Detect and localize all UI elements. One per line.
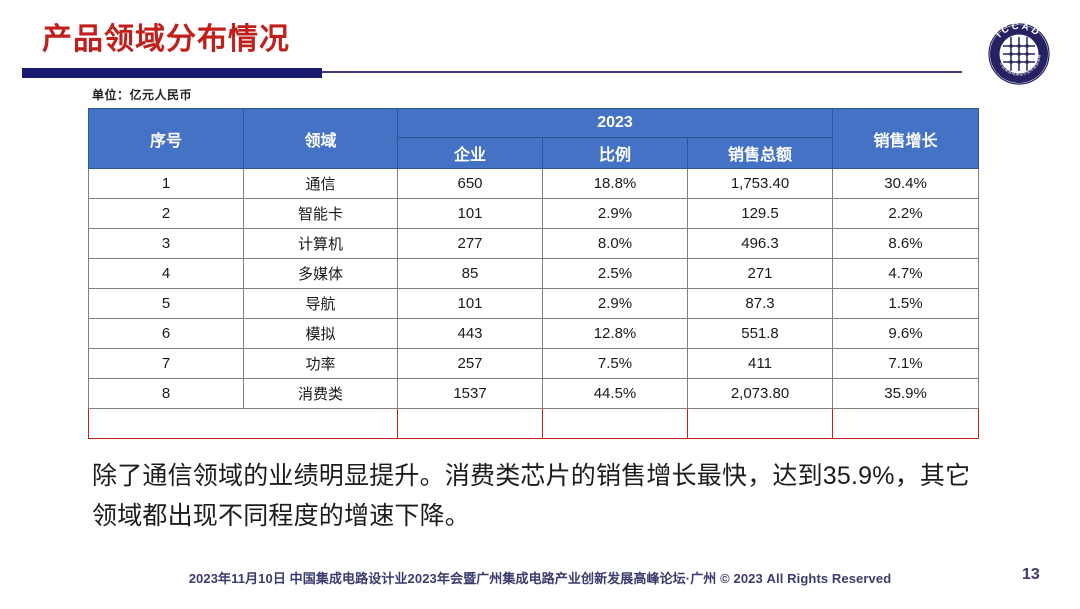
cell-ratio: 18.8% (542, 168, 688, 199)
cell-growth: 9.6% (832, 318, 980, 349)
cell-field: 通信 (243, 168, 398, 199)
cell-sales: 87.3 (686, 288, 834, 319)
cell-ratio: 44.5% (542, 378, 688, 409)
cell-growth: 8.6% (832, 228, 980, 259)
cell-growth: 1.5% (832, 288, 980, 319)
th-year-group: 2023 (396, 108, 834, 138)
cell-field: 多媒体 (243, 258, 398, 289)
cell-enterprise: 101 (397, 288, 543, 319)
cell-ratio: 2.9% (542, 288, 688, 319)
cell-index: 1 (88, 168, 244, 199)
cell-enterprise: 1537 (397, 378, 543, 409)
cell-index: 7 (88, 348, 244, 379)
th-field: 领域 (243, 108, 398, 169)
table-header: 序号 领域 2023 销售增长 企业 比例 销售总额 (88, 108, 980, 169)
th-growth: 销售增长 (832, 108, 980, 169)
cell-sales: 411 (686, 348, 834, 379)
cell-growth: 35.9% (832, 378, 980, 409)
table-row: 2 智能卡 101 2.9% 129.5 2.2% (88, 198, 980, 229)
cell-sales: 1,753.40 (686, 168, 834, 199)
cell-ratio: 7.5% (542, 348, 688, 379)
body-paragraph: 除了通信领域的业绩明显提升。消费类芯片的销售增长最快，达到35.9%，其它领域都… (92, 462, 971, 530)
th-ratio: 比例 (542, 137, 688, 169)
cell-field: 功率 (243, 348, 398, 379)
cell-ratio: 12.8% (542, 318, 688, 349)
table-row: 6 模拟 443 12.8% 551.8 9.6% (88, 318, 980, 349)
table-row: 7 功率 257 7.5% 411 7.1% (88, 348, 980, 379)
th-index: 序号 (88, 108, 244, 169)
cell-growth: 2.2% (832, 198, 980, 229)
table-row: 5 导航 101 2.9% 87.3 1.5% (88, 288, 980, 319)
title-accent-bar (22, 68, 322, 78)
total-label: 总计 (88, 408, 398, 439)
cell-sales: 129.5 (686, 198, 834, 229)
title-rule-line (322, 71, 962, 73)
cell-index: 6 (88, 318, 244, 349)
cell-growth: 7.1% (832, 348, 980, 379)
table-row: 4 多媒体 85 2.5% 271 4.7% (88, 258, 980, 289)
total-enterprise: 3451 (397, 408, 543, 439)
table-row: 1 通信 650 18.8% 1,753.40 30.4% (88, 168, 980, 199)
cell-field: 导航 (243, 288, 398, 319)
iccad-logo: ICCAD 中国集成电路设计业年会暨高峰论坛 (979, 12, 1057, 92)
total-sales: 5,774.00 (686, 408, 834, 439)
cell-index: 3 (88, 228, 244, 259)
cell-enterprise: 443 (397, 318, 543, 349)
page-number: 13 (1022, 566, 1040, 583)
cell-enterprise: 277 (397, 228, 543, 259)
table-row: 3 计算机 277 8.0% 496.3 8.6% (88, 228, 980, 259)
unit-label: 单位：亿元人民币 (92, 88, 193, 102)
footer-text: 2023年11月10日 中国集成电路设计业2023年会暨广州集成电路产业创新发展… (188, 571, 892, 586)
cell-index: 8 (88, 378, 244, 409)
total-growth: 100.0% (832, 408, 980, 439)
th-sales: 销售总额 (686, 137, 834, 169)
cell-growth: 30.4% (832, 168, 980, 199)
cell-ratio: 2.5% (542, 258, 688, 289)
total-ratio: 100.0% (542, 408, 688, 439)
cell-enterprise: 101 (397, 198, 543, 229)
cell-field: 计算机 (243, 228, 398, 259)
cell-sales: 2,073.80 (686, 378, 834, 409)
cell-field: 模拟 (243, 318, 398, 349)
cell-index: 4 (88, 258, 244, 289)
cell-ratio: 2.9% (542, 198, 688, 229)
cell-field: 智能卡 (243, 198, 398, 229)
cell-enterprise: 650 (397, 168, 543, 199)
table-body: 1 通信 650 18.8% 1,753.40 30.4% 2 智能卡 101 2.9% 129.5… (88, 168, 980, 439)
cell-index: 5 (88, 288, 244, 319)
product-field-table: 序号 领域 2023 销售增长 企业 比例 销售总额 1 通信 650 18.8% 1,… (88, 108, 980, 439)
table-total-row: 总计 3451 100.0% 5,774.00 100.0% (88, 408, 980, 439)
cell-field: 消费类 (243, 378, 398, 409)
cell-enterprise: 85 (397, 258, 543, 289)
cell-sales: 551.8 (686, 318, 834, 349)
page-title: 产品领域分布情况 (42, 23, 290, 56)
cell-ratio: 8.0% (542, 228, 688, 259)
table-row: 8 消费类 1537 44.5% 2,073.80 35.9% (88, 378, 980, 409)
cell-sales: 271 (686, 258, 834, 289)
cell-enterprise: 257 (397, 348, 543, 379)
cell-index: 2 (88, 198, 244, 229)
cell-growth: 4.7% (832, 258, 980, 289)
th-enterprise: 企业 (397, 137, 543, 169)
cell-sales: 496.3 (686, 228, 834, 259)
